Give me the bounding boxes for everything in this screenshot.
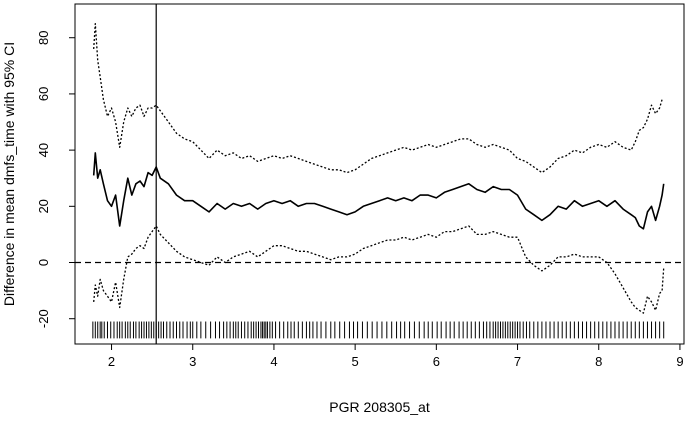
plot-frame — [74, 3, 685, 345]
rug-marks — [92, 321, 665, 339]
series-lower-ci-line — [93, 225, 665, 314]
series-estimate-line — [92, 152, 665, 230]
y-tick-label: -20 — [36, 309, 51, 328]
y-tick-label: 20 — [36, 199, 51, 213]
y-tick-label: 80 — [36, 30, 51, 44]
x-tick-label: 9 — [676, 354, 683, 369]
x-tick-label: 7 — [514, 354, 521, 369]
y-tick-label: 60 — [36, 87, 51, 101]
series-group — [92, 23, 665, 314]
reference-lines — [75, 4, 684, 344]
x-axis: 2 3 4 5 6 7 8 9 — [108, 344, 684, 369]
x-tick-label: 8 — [595, 354, 602, 369]
x-tick-label: 5 — [352, 354, 359, 369]
x-tick-label: 6 — [433, 354, 440, 369]
y-tick-label: 40 — [36, 143, 51, 157]
x-tick-label: 2 — [108, 354, 115, 369]
y-axis-label: Difference in mean dmfs_time with 95% CI — [1, 42, 17, 306]
y-axis: -20 0 20 40 60 80 — [36, 30, 75, 328]
x-tick-label: 4 — [270, 354, 277, 369]
x-tick-label: 3 — [189, 354, 196, 369]
x-axis-label: PGR 208305_at — [329, 399, 430, 415]
series-upper-ci-line — [93, 23, 664, 174]
y-tick-label: 0 — [36, 259, 51, 266]
